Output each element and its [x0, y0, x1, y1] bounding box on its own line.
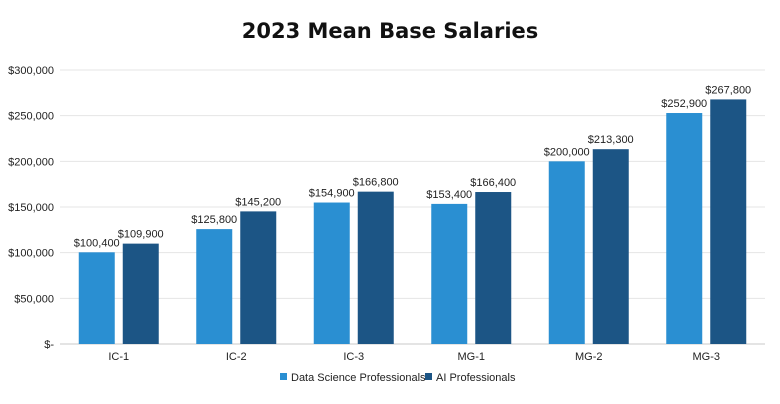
bar [431, 203, 468, 344]
y-tick-label: $200,000 [8, 156, 54, 168]
bar [240, 211, 277, 344]
data-label: $267,800 [705, 84, 751, 96]
legend-swatch [280, 373, 287, 380]
data-label: $154,900 [309, 188, 355, 200]
data-label: $252,900 [661, 98, 707, 110]
legend-label: AI Professionals [436, 372, 516, 384]
data-labels: $100,400$109,900 $125,800 $145,200 $154,900… [74, 84, 751, 249]
chart-title: 2023 Mean Base Salaries [242, 19, 539, 43]
bars [78, 99, 747, 344]
y-tick-label: $50,000 [14, 293, 54, 305]
y-tick-label: $100,000 [8, 248, 54, 260]
y-tick-label: $300,000 [8, 65, 54, 77]
y-axis: $- $50,000 $100,000 $150,000 $200,000 $250,00… [8, 65, 54, 351]
data-label: $125,800 [191, 214, 237, 226]
bar [592, 149, 629, 344]
data-label: $213,300 [588, 134, 634, 146]
data-label: $200,000 [544, 146, 590, 158]
x-tick-label: IC-2 [226, 351, 247, 363]
x-tick-label: MG-3 [693, 351, 721, 363]
bar [313, 202, 350, 344]
bar [710, 99, 747, 344]
data-label: $153,400 [426, 189, 472, 201]
bar [357, 191, 394, 344]
bar [475, 192, 512, 344]
legend: Data Science Professionals AI Professiona… [280, 372, 516, 384]
data-label: $166,800 [353, 177, 399, 189]
x-tick-label: MG-2 [575, 351, 603, 363]
data-label: $100,400 [74, 237, 120, 249]
data-label: $145,200 [235, 196, 281, 208]
x-axis: IC-1 IC-2 IC-3 MG-1 MG-2 MG-3 [108, 351, 720, 363]
bar [666, 113, 703, 344]
x-tick-label: IC-1 [108, 351, 129, 363]
y-tick-label: $250,000 [8, 111, 54, 123]
gridlines [60, 69, 765, 345]
bar [196, 229, 233, 344]
data-label: $166,400 [470, 177, 516, 189]
bar [548, 161, 585, 344]
bar [78, 252, 115, 344]
bar [122, 243, 159, 344]
x-tick-label: IC-3 [343, 351, 364, 363]
legend-label: Data Science Professionals [291, 372, 426, 384]
data-label: $109,900 [118, 229, 164, 241]
y-tick-label: $150,000 [8, 202, 54, 214]
x-tick-label: MG-1 [458, 351, 486, 363]
y-tick-label: $- [44, 339, 54, 351]
legend-swatch [425, 373, 432, 380]
